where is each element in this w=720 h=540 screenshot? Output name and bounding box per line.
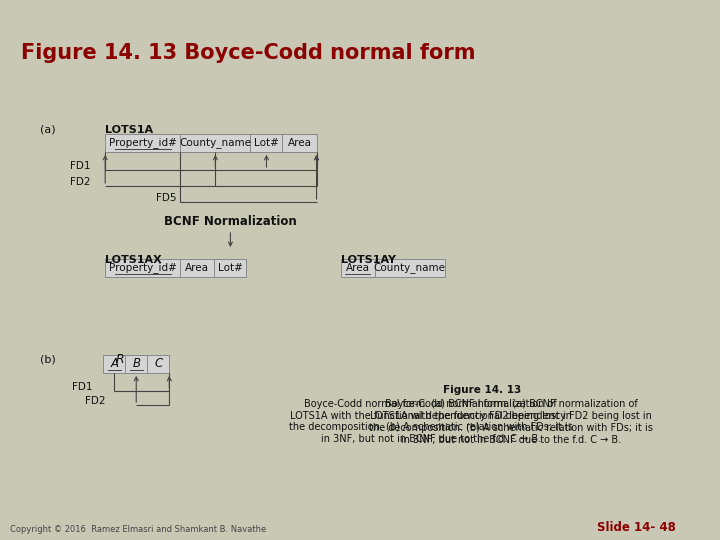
Text: County_name: County_name (374, 262, 446, 273)
Bar (148, 355, 169, 373)
Text: FD1: FD1 (72, 382, 93, 392)
Text: Property_id#: Property_id# (109, 262, 176, 273)
Text: (a): (a) (40, 125, 55, 135)
Text: Lot#: Lot# (218, 263, 243, 273)
Bar (180, 259, 215, 277)
Text: BCNF Normalization: BCNF Normalization (164, 215, 297, 228)
Bar (125, 355, 148, 373)
Text: FD2: FD2 (70, 177, 91, 187)
Text: Area: Area (185, 263, 210, 273)
Text: LOTS1AX: LOTS1AX (105, 255, 162, 265)
Text: FD5: FD5 (156, 193, 177, 203)
Bar (374, 259, 445, 277)
Text: LOTS1AY: LOTS1AY (341, 255, 395, 265)
Text: Boyce-Codd normal form. (a) BCNF normalization of
LOTS1A with the functional dep: Boyce-Codd normal form. (a) BCNF normali… (289, 399, 572, 444)
Bar (105, 134, 180, 152)
Text: Boyce-Codd normal form. (a) BCNF normalization of: Boyce-Codd normal form. (a) BCNF normali… (384, 399, 637, 409)
Text: A: A (110, 357, 118, 370)
Text: LOTS1A: LOTS1A (105, 125, 153, 135)
Text: Area: Area (346, 263, 369, 273)
Bar (251, 134, 282, 152)
Bar (341, 259, 374, 277)
Text: FD2: FD2 (85, 396, 106, 406)
Text: B: B (132, 357, 140, 370)
Text: Copyright © 2016  Ramez Elmasri and Shamkant B. Navathe: Copyright © 2016 Ramez Elmasri and Shamk… (10, 525, 266, 534)
Text: Figure 14. 13: Figure 14. 13 (443, 385, 521, 395)
Bar (282, 134, 317, 152)
Bar (180, 134, 251, 152)
Text: Lot#: Lot# (254, 138, 279, 148)
Text: in 3NF, but not in BCNF due to the f.d. C → B.: in 3NF, but not in BCNF due to the f.d. … (401, 435, 621, 445)
Text: R: R (115, 353, 124, 366)
Text: County_name: County_name (179, 138, 251, 148)
Text: FD1: FD1 (70, 161, 91, 171)
Bar (105, 259, 180, 277)
Bar (103, 355, 125, 373)
Text: Figure 14. 13 Boyce-Codd normal form: Figure 14. 13 Boyce-Codd normal form (21, 43, 475, 63)
Text: Area: Area (287, 138, 312, 148)
Text: the decomposition. (b) A schematic relation with FDs; it is: the decomposition. (b) A schematic relat… (369, 423, 653, 433)
Text: (b): (b) (40, 355, 56, 365)
Text: LOTS1A with the functional dependency FD2 being lost in: LOTS1A with the functional dependency FD… (370, 411, 652, 421)
Text: C: C (154, 357, 163, 370)
Text: Property_id#: Property_id# (109, 138, 176, 148)
Bar (215, 259, 246, 277)
Text: Slide 14- 48: Slide 14- 48 (598, 521, 676, 534)
